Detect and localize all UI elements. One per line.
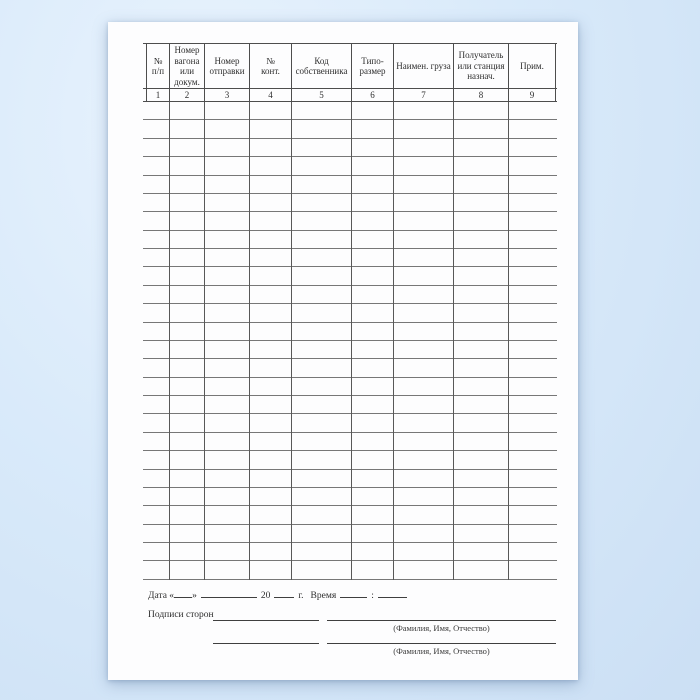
header-cell-note: Прим.	[509, 44, 556, 88]
fullname-field-2	[327, 643, 556, 644]
signature-field-1	[213, 620, 319, 621]
header-cell-container-number: № конт.	[250, 44, 292, 88]
table-empty-row	[143, 286, 557, 305]
header-cell-wagon-number: Номер вагона или докум.	[170, 44, 205, 88]
table-empty-row	[143, 506, 557, 525]
header-bottom-border	[143, 88, 557, 89]
time-minutes-field	[377, 588, 407, 598]
column-divider-line	[204, 102, 205, 580]
table-empty-row	[143, 176, 557, 194]
column-divider-line	[291, 102, 292, 580]
column-number-row: 1 2 3 4 5 6 7 8 9	[146, 89, 556, 101]
column-number: 9	[509, 89, 556, 101]
year-suffix: г.	[298, 591, 304, 601]
signatures-line: Подписи сторон	[148, 610, 214, 621]
numbering-bottom-border	[143, 101, 557, 102]
form-sheet: № п/п Номер вагона или докум. Номер отпр…	[108, 22, 578, 680]
table-empty-row	[143, 249, 557, 268]
column-divider-line	[393, 102, 394, 580]
header-cell-dispatch-number: Номер отправки	[205, 44, 250, 88]
table-empty-row	[143, 267, 557, 286]
date-day-field	[174, 588, 193, 598]
header-cell-owner-code: Код собственника	[292, 44, 352, 88]
column-number: 3	[205, 89, 250, 101]
table-empty-row	[143, 194, 557, 213]
table-empty-row	[143, 488, 557, 507]
header-cell-type-size: Типо- размер	[352, 44, 394, 88]
date-year-field	[274, 588, 295, 598]
table-empty-row	[143, 323, 557, 341]
year-prefix: 20	[260, 591, 271, 601]
table-top-border	[143, 43, 557, 44]
column-number: 6	[352, 89, 394, 101]
table-empty-row	[143, 341, 557, 360]
table-empty-row	[143, 139, 557, 158]
column-divider-line	[453, 102, 454, 580]
table-body	[143, 102, 557, 580]
header-cell-cargo-name: Наимен. груза	[394, 44, 454, 88]
date-quote-close: »	[192, 591, 197, 601]
date-time-line: Дата « » 20 г. Время:	[148, 588, 407, 602]
date-label: Дата «	[148, 591, 175, 601]
signature-field-2	[213, 643, 319, 644]
time-hours-field	[340, 588, 368, 598]
column-number: 8	[454, 89, 509, 101]
table-empty-row	[143, 102, 557, 121]
table-empty-row	[143, 378, 557, 396]
table-empty-row	[143, 470, 557, 488]
time-colon: :	[371, 591, 374, 601]
table-header-row: № п/п Номер вагона или докум. Номер отпр…	[146, 44, 556, 88]
table-empty-row	[143, 359, 557, 378]
table-empty-row	[143, 231, 557, 249]
column-number: 4	[250, 89, 292, 101]
header-cell-receiver: Получатель или станция назнач.	[454, 44, 509, 88]
signatures-label: Подписи сторон	[148, 610, 214, 620]
column-divider-line	[249, 102, 250, 580]
column-number: 7	[394, 89, 454, 101]
table-empty-row	[143, 304, 557, 323]
name-caption-1: (Фамилия, Имя, Отчество)	[393, 623, 490, 633]
column-number: 1	[147, 89, 170, 101]
name-caption-2: (Фамилия, Имя, Отчество)	[393, 646, 490, 656]
header-cell-npp: № п/п	[147, 44, 170, 88]
column-divider-line	[169, 102, 170, 580]
table-empty-row	[143, 561, 557, 580]
table-empty-row	[143, 212, 557, 231]
table-empty-row	[143, 414, 557, 433]
date-month-field	[200, 588, 257, 598]
table-empty-row	[143, 396, 557, 415]
table-empty-row	[143, 525, 557, 543]
column-number: 2	[170, 89, 205, 101]
table-empty-row	[143, 120, 557, 139]
table-empty-row	[143, 157, 557, 176]
table-empty-row	[143, 433, 557, 452]
table-empty-row	[143, 451, 557, 470]
column-number: 5	[292, 89, 352, 101]
table-empty-row	[143, 543, 557, 562]
fullname-field-1	[327, 620, 556, 621]
column-divider-line	[351, 102, 352, 580]
time-label: Время	[310, 591, 337, 601]
column-divider-line	[508, 102, 509, 580]
